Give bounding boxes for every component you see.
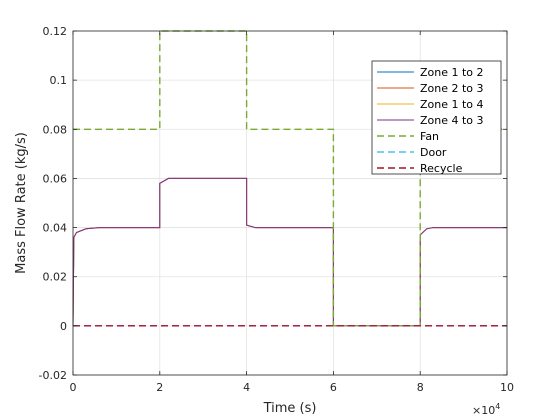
- ticks: [72, 30, 508, 376]
- x-tick-label: 10: [500, 381, 514, 394]
- x-tick-label: 4: [243, 381, 250, 394]
- y-tick-label: 0.08: [43, 123, 68, 136]
- x-axis-label: Time (s): [263, 401, 317, 416]
- x-tick-label: 8: [417, 381, 424, 394]
- y-tick-label: 0.04: [43, 222, 68, 235]
- y-tick-label: -0.02: [39, 369, 67, 382]
- axes-box: [72, 30, 508, 376]
- legend-label-zone-1-to-2: Zone 1 to 2: [420, 66, 484, 79]
- y-tick-label: 0.02: [43, 271, 68, 284]
- x-tick-labels: 0 2 4 6 8 10: [70, 381, 515, 394]
- y-tick-labels: -0.02 0 0.02 0.04 0.06 0.08 0.1 0.12: [39, 25, 67, 382]
- legend-box: [371, 60, 502, 175]
- legend-label-recycle: Recycle: [420, 162, 463, 175]
- legend-label-fan: Fan: [420, 130, 439, 143]
- y-tick-label: 0.12: [43, 25, 68, 38]
- y-tick-label: 0.06: [43, 172, 68, 185]
- series-group: [72, 30, 507, 327]
- legend-label-zone-2-to-3: Zone 2 to 3: [420, 82, 484, 95]
- legend-label-zone-1-to-4: Zone 1 to 4: [420, 98, 484, 111]
- x-tick-label: 0: [70, 381, 77, 394]
- legend-label-zone-4-to-3: Zone 4 to 3: [420, 114, 484, 127]
- x-exponent-label: ×104: [472, 402, 500, 417]
- series-line-zone-4-to-3: [72, 177, 507, 327]
- y-tick-label: 0.1: [50, 74, 68, 87]
- y-axis-label: Mass Flow Rate (kg/s): [14, 132, 29, 274]
- legend-label-door: Door: [420, 146, 447, 159]
- legend: Zone 1 to 2 Zone 2 to 3 Zone 1 to 4 Zone 4 …: [371, 60, 502, 175]
- x-tick-label: 6: [330, 381, 337, 394]
- series-line-fan: [73, 30, 507, 327]
- x-tick-label: 2: [156, 381, 163, 394]
- y-tick-label: 0: [60, 320, 67, 333]
